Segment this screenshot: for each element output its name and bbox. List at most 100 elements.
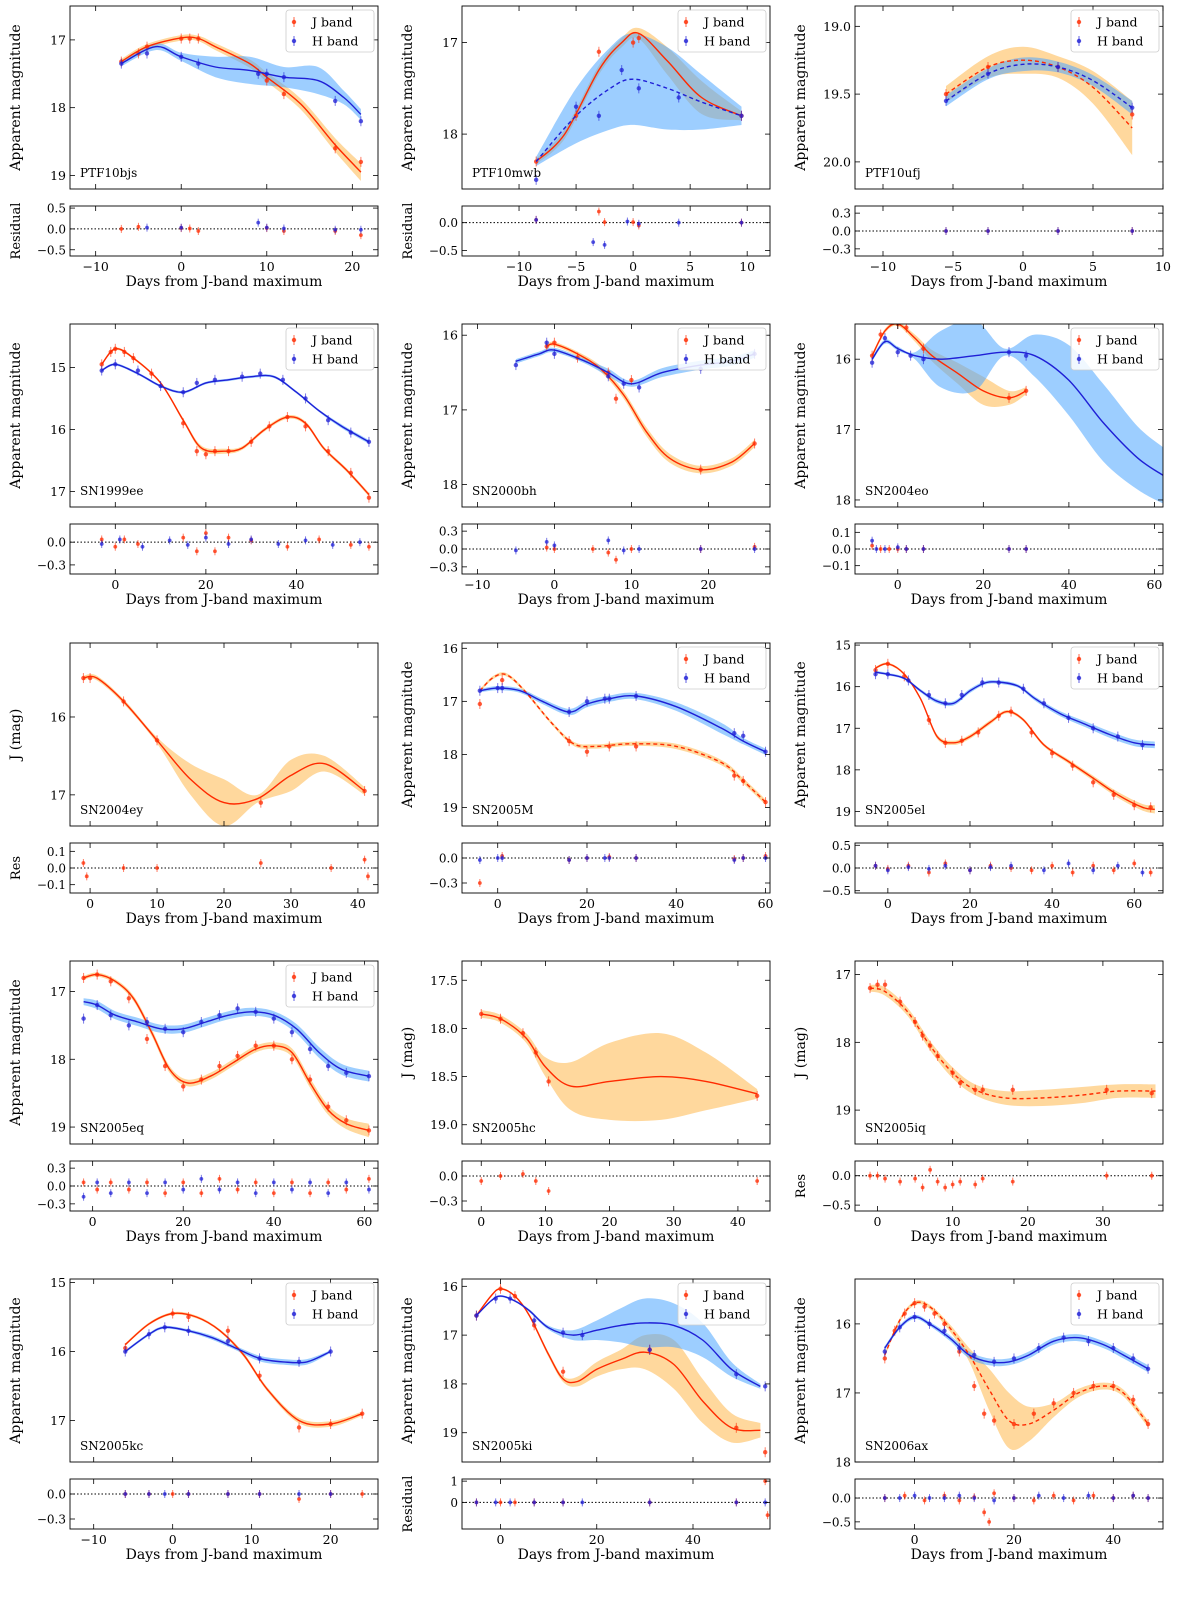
y-axis-label: Apparent magnitude	[793, 24, 809, 171]
residual-point	[126, 1187, 131, 1192]
legend-marker	[683, 356, 689, 362]
data-point	[1006, 349, 1012, 355]
y-tick-label: 18	[442, 747, 458, 762]
residual-point	[957, 1498, 962, 1503]
res-y-tick-label: −0.3	[37, 1513, 66, 1527]
x-tick-label: 20	[579, 896, 595, 911]
residual-frame	[461, 1160, 771, 1212]
residual-point	[544, 545, 549, 550]
residual-frame	[854, 1478, 1164, 1530]
residual-point	[521, 1172, 525, 1176]
residual-point	[226, 1492, 230, 1496]
residual-point	[982, 1510, 987, 1515]
residual-area	[462, 1479, 770, 1520]
data-point	[959, 738, 964, 743]
res-y-tick-label: −0.3	[429, 877, 458, 891]
fit-curve-h	[120, 45, 362, 115]
main-frame	[461, 323, 771, 508]
data-point	[552, 351, 557, 357]
residual-frame	[69, 205, 379, 257]
legend: J band H band	[285, 1282, 375, 1326]
legend-marker	[1076, 675, 1082, 681]
data-point	[477, 688, 483, 693]
residual-point	[567, 858, 572, 862]
residual-point	[276, 542, 281, 546]
data-point	[763, 749, 768, 754]
legend-marker	[683, 656, 689, 662]
data-point	[248, 439, 254, 445]
data-point	[181, 1029, 186, 1035]
panel-title: PTF10ufj	[865, 166, 921, 180]
y-tick-label: 18	[835, 762, 851, 777]
data-point	[920, 1033, 925, 1038]
residual-point	[297, 1497, 301, 1501]
data-point	[927, 1321, 932, 1327]
data-point	[897, 999, 903, 1004]
data-point	[621, 381, 626, 386]
residual-point	[95, 1180, 100, 1185]
legend: J band H band	[1070, 9, 1160, 53]
residual-point	[1070, 870, 1075, 875]
data-point	[258, 800, 264, 805]
residual-point	[1149, 1173, 1154, 1178]
residual-point	[140, 544, 145, 549]
res-y-tick-label: 0.0	[832, 1492, 851, 1506]
data-point	[264, 78, 269, 83]
data-point	[303, 396, 308, 401]
residual-point	[95, 1187, 100, 1192]
residual-point	[614, 557, 618, 562]
x-axis-label: Days from J-band maximum	[911, 1229, 1108, 1245]
data-point	[976, 730, 981, 735]
data-point	[566, 738, 572, 744]
data-point	[170, 1311, 175, 1316]
data-point	[479, 1011, 484, 1017]
y-tick-label: 19.0	[430, 1117, 458, 1132]
uncertainty-band	[946, 57, 1133, 115]
x-tick-label: 10	[623, 577, 639, 592]
x-tick-label: 0	[477, 1214, 485, 1229]
x-tick-label: −10	[80, 1532, 106, 1547]
data-point	[878, 332, 883, 337]
residual-point	[546, 1189, 551, 1193]
data-point	[739, 113, 744, 119]
data-point	[328, 1421, 333, 1427]
data-point	[113, 346, 118, 352]
data-point	[108, 979, 113, 984]
legend-j-band: J band	[1095, 1288, 1138, 1303]
res-y-tick-label: 0.1	[832, 526, 851, 540]
residual-point	[739, 220, 744, 225]
data-point	[194, 448, 200, 454]
residual-point	[181, 1180, 186, 1185]
residual-point	[145, 1180, 149, 1185]
data-point	[477, 701, 483, 707]
residual-point	[186, 1492, 191, 1496]
panel-title: SN2000bh	[472, 484, 537, 498]
data-point	[942, 1321, 947, 1327]
data-point	[108, 349, 113, 355]
data-point	[902, 1311, 907, 1316]
data-point	[882, 982, 888, 987]
residual-point	[1071, 1498, 1076, 1503]
residual-point	[367, 1176, 371, 1181]
data-point	[257, 1373, 262, 1378]
y-tick-label: 18	[442, 127, 458, 142]
res-y-tick-label: 0.0	[47, 222, 66, 236]
data-point	[289, 1029, 295, 1035]
y-tick-label: 15	[50, 360, 66, 375]
x-tick-label: 0	[911, 1532, 919, 1547]
residual-point	[631, 220, 636, 225]
legend-h-band: H band	[1097, 1307, 1143, 1322]
x-tick-label: −10	[464, 577, 490, 592]
residual-point	[904, 547, 909, 551]
legend: J band H band	[285, 9, 375, 53]
residual-point	[108, 1191, 113, 1196]
panel-sn2005kc: −10 0 10 20 15 16 17 −0.3 0.0 Days from J-band ma…	[8, 1275, 379, 1563]
x-tick-label: −5	[567, 259, 585, 274]
residual-point	[912, 1493, 917, 1498]
x-tick-label: 0	[169, 1532, 177, 1547]
residual-area	[70, 1174, 378, 1201]
legend-marker	[291, 974, 297, 980]
data-point	[296, 1425, 302, 1430]
residual-point	[119, 227, 124, 231]
